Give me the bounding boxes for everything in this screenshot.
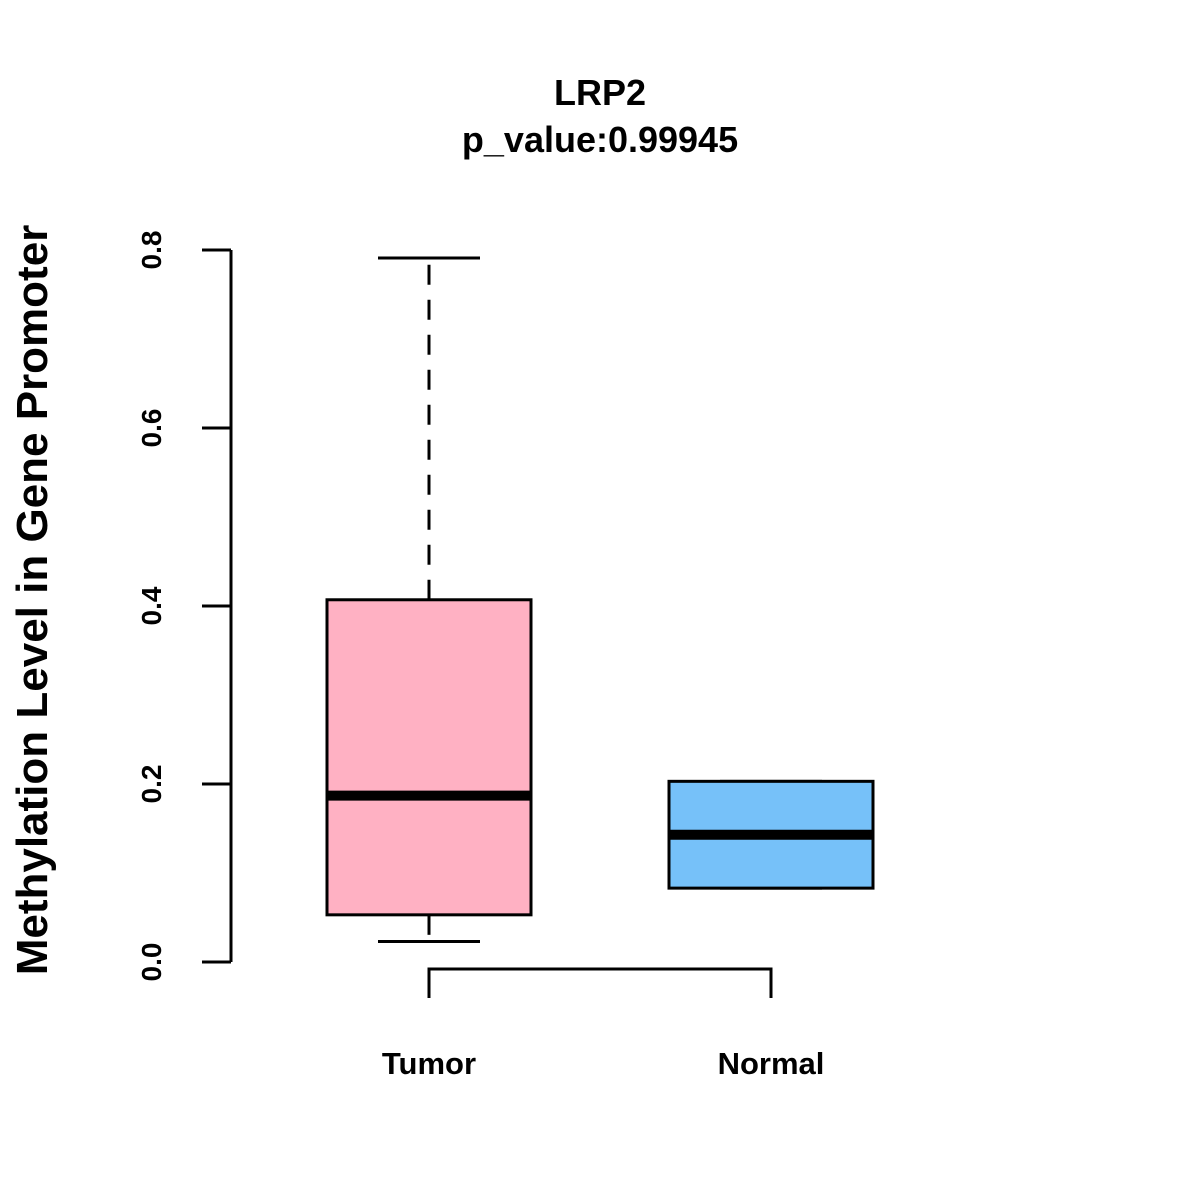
chart-title: LRP2 [554,72,646,113]
y-tick-label: 0.0 [136,943,167,982]
box-tumor [325,256,533,944]
x-label-tumor: Tumor [382,1046,476,1081]
y-axis-label: Methylation Level in Gene Promoter [8,225,57,976]
y-axis: 0.0 0.2 0.4 0.6 0.8 [136,231,233,982]
y-tick-label: 0.2 [136,765,167,804]
y-tick-label: 0.4 [136,586,167,625]
comparison-bracket [427,967,773,998]
iqr-box [325,598,533,917]
y-tick-label: 0.8 [136,231,167,270]
box-normal [667,779,875,890]
boxes [325,256,875,944]
chart-subtitle: p_value:0.99945 [462,119,738,160]
bracket-line [427,967,773,998]
y-tick-label: 0.6 [136,409,167,448]
x-label-normal: Normal [718,1046,825,1081]
x-axis-labels: Tumor Normal [382,1046,824,1081]
